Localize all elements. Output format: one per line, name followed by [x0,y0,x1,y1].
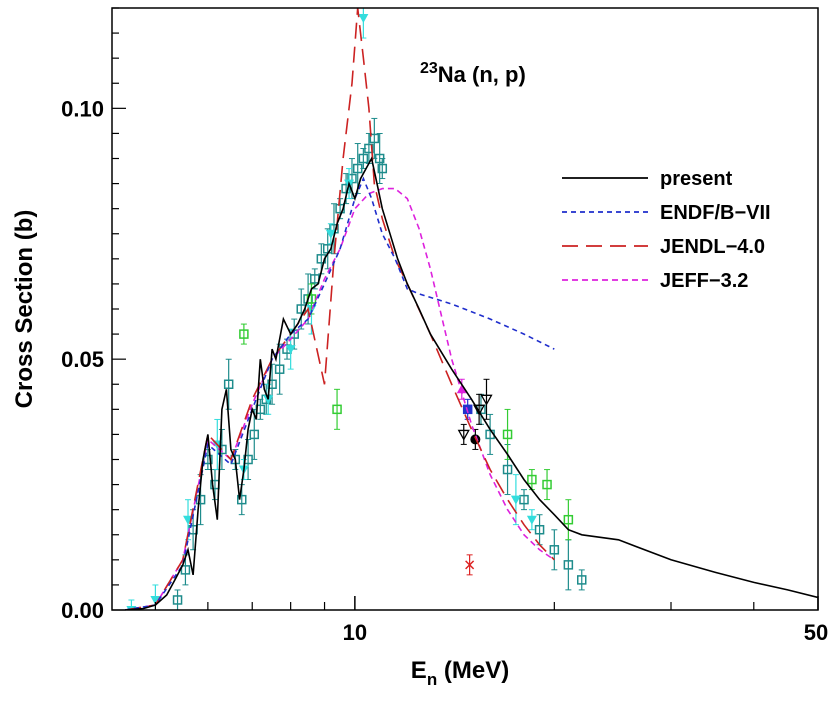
data-point-square-teal [377,158,388,180]
series-line-0 [125,156,818,610]
data-point-square-green [563,499,574,541]
y-tick-label: 0.05 [61,347,104,372]
data-point-triangle-cyan [285,328,296,370]
data-point-square-green [502,408,513,460]
data-point-triangle-down-black [457,423,470,445]
x-axis-ticks: 10 50 [154,596,828,645]
x-axis-title-sub: n [427,670,437,689]
y-axis-ticks: 0.00 0.05 0.10 [61,7,126,623]
data-point-square-teal [549,529,560,571]
data-point-square-teal [180,554,191,586]
data-point-square-green [332,388,342,430]
y-tick-label: 0.10 [61,96,104,121]
x-axis-title: En (MeV) [411,657,509,689]
x-tick-label: 10 [343,620,367,645]
annotation-text: Na (n, p) [438,62,526,87]
data-point-square-green [239,323,249,345]
legend-label-2: JENDL−4.0 [660,236,765,258]
data-point-square-teal [217,428,227,470]
data-point-triangle-cyan [526,509,537,531]
annotation-superscript: 23 [420,60,438,77]
data-point-square-green [542,469,552,501]
data-point-square-teal [274,343,285,395]
x-axis-title-main: E [411,657,427,684]
data-point-square-teal [519,489,529,511]
data-point-triangle-down-black [473,393,486,425]
y-tick-label: 0.00 [61,598,104,623]
data-point-triangle-magenta [456,378,467,400]
x-tick-label: 50 [804,620,828,645]
legend-label-1: ENDF/B−VII [660,202,771,224]
data-point-triangle-cyan [510,474,521,526]
data-point-square-teal [223,358,234,410]
data-point-square-teal [577,569,587,591]
legend: present ENDF/B−VII JENDL−4.0 JEFF−3.2 [562,168,771,292]
data-point-square-teal [534,514,545,546]
evaluation-lines-layer [124,8,818,610]
series-line-2 [124,8,555,610]
legend-label-0: present [660,168,733,190]
data-point-x-red [465,554,475,576]
legend-label-3: JEFF−3.2 [660,270,748,292]
reaction-annotation: 23Na (n, p) [420,60,526,87]
data-point-triangle-down-black [480,378,493,420]
data-point-square-teal [203,449,213,470]
x-axis-title-unit: (MeV) [437,657,509,684]
data-point-triangle-cyan [325,223,336,245]
y-axis-title: Cross Section (b) [11,210,38,409]
